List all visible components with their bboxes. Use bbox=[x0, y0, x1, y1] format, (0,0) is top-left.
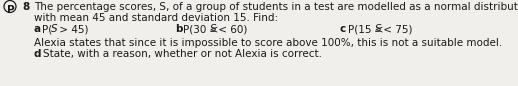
Text: State, with a reason, whether or not Alexia is correct.: State, with a reason, whether or not Ale… bbox=[43, 49, 322, 59]
Text: with mean 45 and standard deviation 15. Find:: with mean 45 and standard deviation 15. … bbox=[34, 13, 278, 23]
Text: Alexia states that since it is impossible to score above 100%, this is not a sui: Alexia states that since it is impossibl… bbox=[34, 38, 502, 48]
Text: a: a bbox=[34, 24, 41, 34]
Text: S: S bbox=[51, 24, 57, 34]
Text: b: b bbox=[175, 24, 182, 34]
Text: c: c bbox=[340, 24, 346, 34]
Text: 8: 8 bbox=[22, 2, 29, 12]
Text: > 45): > 45) bbox=[56, 24, 89, 34]
Text: P: P bbox=[7, 5, 15, 15]
Text: < 75): < 75) bbox=[380, 24, 412, 34]
Text: P(30 <: P(30 < bbox=[183, 24, 222, 34]
Text: S: S bbox=[375, 24, 382, 34]
Text: S: S bbox=[210, 24, 217, 34]
Text: P(15 <: P(15 < bbox=[348, 24, 387, 34]
Text: The percentage scores, S, of a group of students in a test are modelled as a nor: The percentage scores, S, of a group of … bbox=[34, 2, 518, 12]
Text: < 60): < 60) bbox=[215, 24, 248, 34]
Text: P(: P( bbox=[42, 24, 52, 34]
Text: d: d bbox=[34, 49, 41, 59]
